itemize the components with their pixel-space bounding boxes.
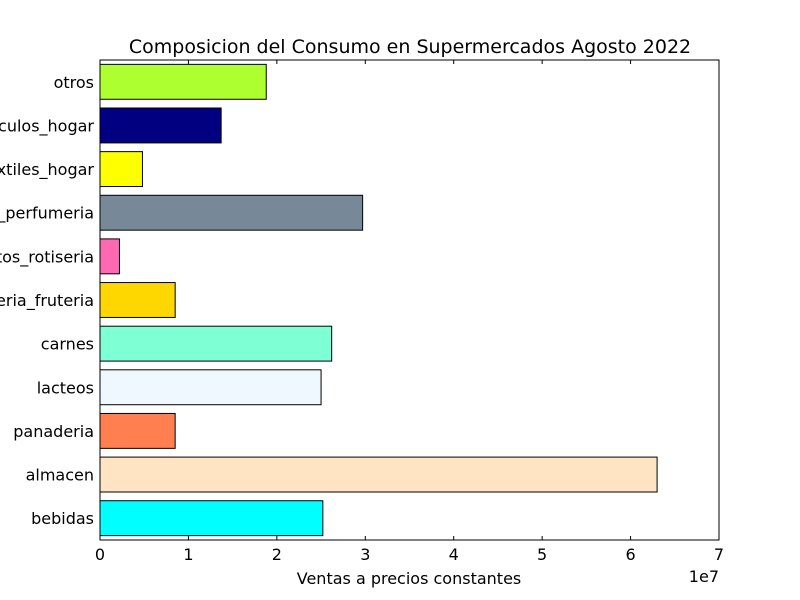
y-tick-label-lacteos: lacteos: [37, 378, 94, 397]
x-tick-label-6: 6: [625, 545, 635, 564]
bars-group: [99, 63, 658, 537]
bar-textiles_hogar: [99, 151, 143, 188]
y-tick-label-limpieza_perfumeria: limpieza_perfumeria: [0, 204, 94, 224]
x-axis-offset-text: 1e7: [689, 567, 719, 586]
bar-alimentos_rotiseria: [99, 238, 120, 275]
bar-electronicos_articulos_hogar: [99, 107, 222, 144]
x-tick-label-2: 2: [272, 545, 282, 564]
x-axis-ticks: 0 1 2 3 4 5 6 7: [95, 60, 724, 564]
plot-area-frame: [99, 59, 720, 541]
y-axis-ticks: bebidas almacen panaderia lacteos carnes verd…: [0, 73, 94, 528]
x-axis-label: Ventas a precios constantes: [297, 569, 522, 588]
bar-limpieza_perfumeria: [99, 194, 364, 231]
y-tick-label-textiles_hogar: textiles_hogar: [0, 160, 94, 180]
x-tick-label-1: 1: [183, 545, 193, 564]
bar-panaderia: [99, 412, 176, 449]
y-tick-label-almacen: almacen: [26, 466, 94, 485]
bar-carnes: [99, 325, 333, 362]
bar-bebidas: [99, 500, 324, 537]
bar-almacen: [99, 456, 658, 493]
bar-otros: [99, 63, 267, 100]
bar-lacteos: [99, 369, 322, 406]
x-tick-label-3: 3: [360, 545, 370, 564]
y-tick-label-panaderia: panaderia: [13, 422, 94, 441]
x-tick-label-7: 7: [714, 545, 724, 564]
y-tick-label-bebidas: bebidas: [31, 509, 94, 528]
bar-verduleria_fruteria: [99, 282, 176, 318]
y-tick-label-alimentos_rotiseria: alimentos_rotiseria: [0, 247, 94, 267]
y-tick-label-otros: otros: [54, 73, 94, 92]
y-tick-label-electronicos_articulos_hogar: electronicos_articulos_hogar: [0, 116, 94, 136]
x-tick-label-5: 5: [537, 545, 547, 564]
chart-title: Composicion del Consumo en Supermercados…: [129, 36, 691, 58]
x-tick-label-4: 4: [449, 545, 459, 564]
x-tick-label-0: 0: [95, 545, 105, 564]
y-tick-label-verduleria_fruteria: verduleria_fruteria: [0, 291, 94, 311]
y-tick-label-carnes: carnes: [41, 335, 94, 354]
